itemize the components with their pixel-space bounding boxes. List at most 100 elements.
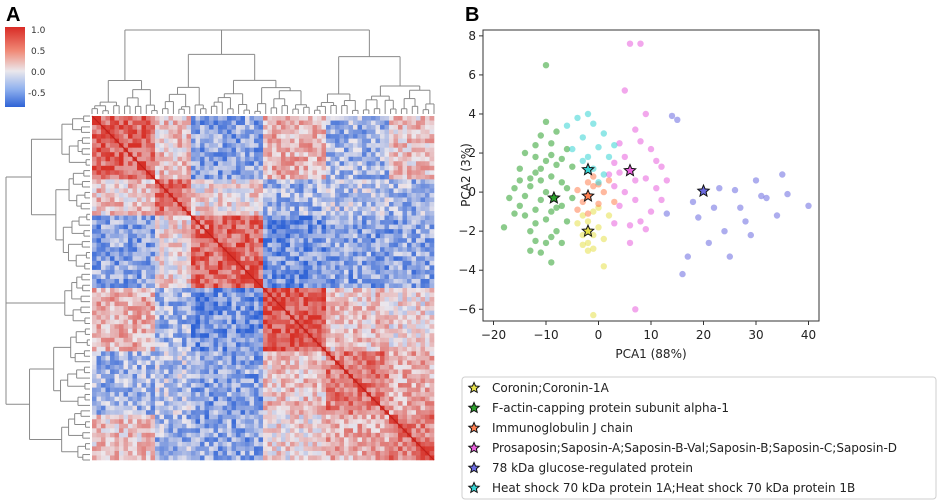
heatmap-cell [123,333,129,339]
heatmap-cell [218,156,223,162]
heatmap-cell [330,220,336,225]
heatmap-cell [272,265,277,271]
heatmap-cell [375,328,381,334]
heatmap-cell [155,256,160,262]
heatmap-cell [141,355,147,361]
heatmap-cell [96,229,102,234]
heatmap-cell [317,315,322,320]
heatmap-cell [222,229,228,234]
heatmap-cell [209,319,214,325]
heatmap-cell [420,129,426,135]
heatmap-cell [128,211,133,216]
heatmap-cell [429,251,435,257]
heatmap-cell [366,292,372,298]
heatmap-cell [105,378,111,384]
heatmap-cell [92,134,97,139]
heatmap-cell [312,256,318,262]
heatmap-cell [353,369,358,375]
heatmap-cell [276,310,282,316]
heatmap-cell [312,292,318,298]
heatmap-cell [402,324,408,330]
heatmap-cell [200,364,205,370]
heatmap-cell [285,174,291,180]
heatmap-cell [335,315,340,320]
heatmap-cell [258,188,264,194]
heatmap-cell [146,183,151,189]
heatmap-cell [92,202,97,207]
heatmap-cell [200,278,205,284]
heatmap-cell [141,242,147,248]
heatmap-cell [114,328,120,334]
heatmap-cell [231,220,237,225]
heatmap-cell [110,288,115,293]
heatmap-cell [393,188,399,194]
heatmap-cell [407,247,412,253]
heatmap-cell [218,220,223,225]
heatmap-cell [380,292,385,298]
heatmap-cell [290,215,295,221]
heatmap-cell [195,138,201,144]
heatmap-cell [254,247,259,253]
heatmap-cell [321,147,327,153]
heatmap-cell [384,188,390,194]
heatmap-cell [384,319,390,325]
heatmap-cell [416,364,421,370]
heatmap-cell [429,233,435,239]
heatmap-cell [425,229,430,234]
heatmap-cell [285,206,291,212]
heatmap-cell [335,337,340,343]
heatmap-cell [155,247,160,253]
heatmap-cell [357,202,363,207]
heatmap-cell [159,134,165,139]
heatmap-cell [330,319,336,325]
heatmap-cell [258,342,264,348]
heatmap-cell [402,156,408,162]
heatmap-cell [353,147,358,153]
heatmap-cell [357,165,363,171]
heatmap-cell [114,233,120,239]
heatmap-cell [96,156,102,162]
heatmap-cell [393,174,399,180]
heatmap-cell [294,265,300,271]
heatmap-cell [222,301,228,307]
heatmap-cell [263,188,268,194]
heatmap-cell [402,120,408,126]
heatmap-cell [105,292,111,298]
heatmap-cell [177,156,183,162]
heatmap-cell [384,360,390,366]
heatmap-cell [371,224,376,230]
heatmap-cell [96,324,102,330]
heatmap-cell [204,306,210,311]
heatmap-cell [141,251,147,257]
heatmap-cell [254,170,259,176]
heatmap-cell [285,274,291,280]
heatmap-cell [249,211,255,216]
heatmap-cell [393,256,399,262]
heatmap-cell [389,134,394,139]
heatmap-cell [317,170,322,176]
heatmap-cell [119,315,124,320]
heatmap-cell [249,197,255,203]
heatmap-cell [308,242,313,248]
heatmap-cell [231,360,237,366]
heatmap-cell [294,120,300,126]
heatmap-cell [101,215,106,221]
heatmap-cell [267,351,273,357]
heatmap-cell [227,301,232,307]
heatmap-cell [330,288,336,293]
heatmap-cell [132,333,138,339]
heatmap-cell [339,256,345,262]
heatmap-cell [123,197,129,203]
heatmap-cell [308,324,313,330]
heatmap-cell [96,129,102,135]
heatmap-cell [128,292,133,298]
heatmap-cell [146,306,151,311]
heatmap-cell [182,360,187,366]
heatmap-cell [110,301,115,307]
heatmap-cell [132,288,138,293]
heatmap-cell [227,224,232,230]
heatmap-cell [159,346,165,352]
heatmap-cell [344,161,349,167]
heatmap-cell [357,324,363,330]
heatmap-cell [204,174,210,180]
